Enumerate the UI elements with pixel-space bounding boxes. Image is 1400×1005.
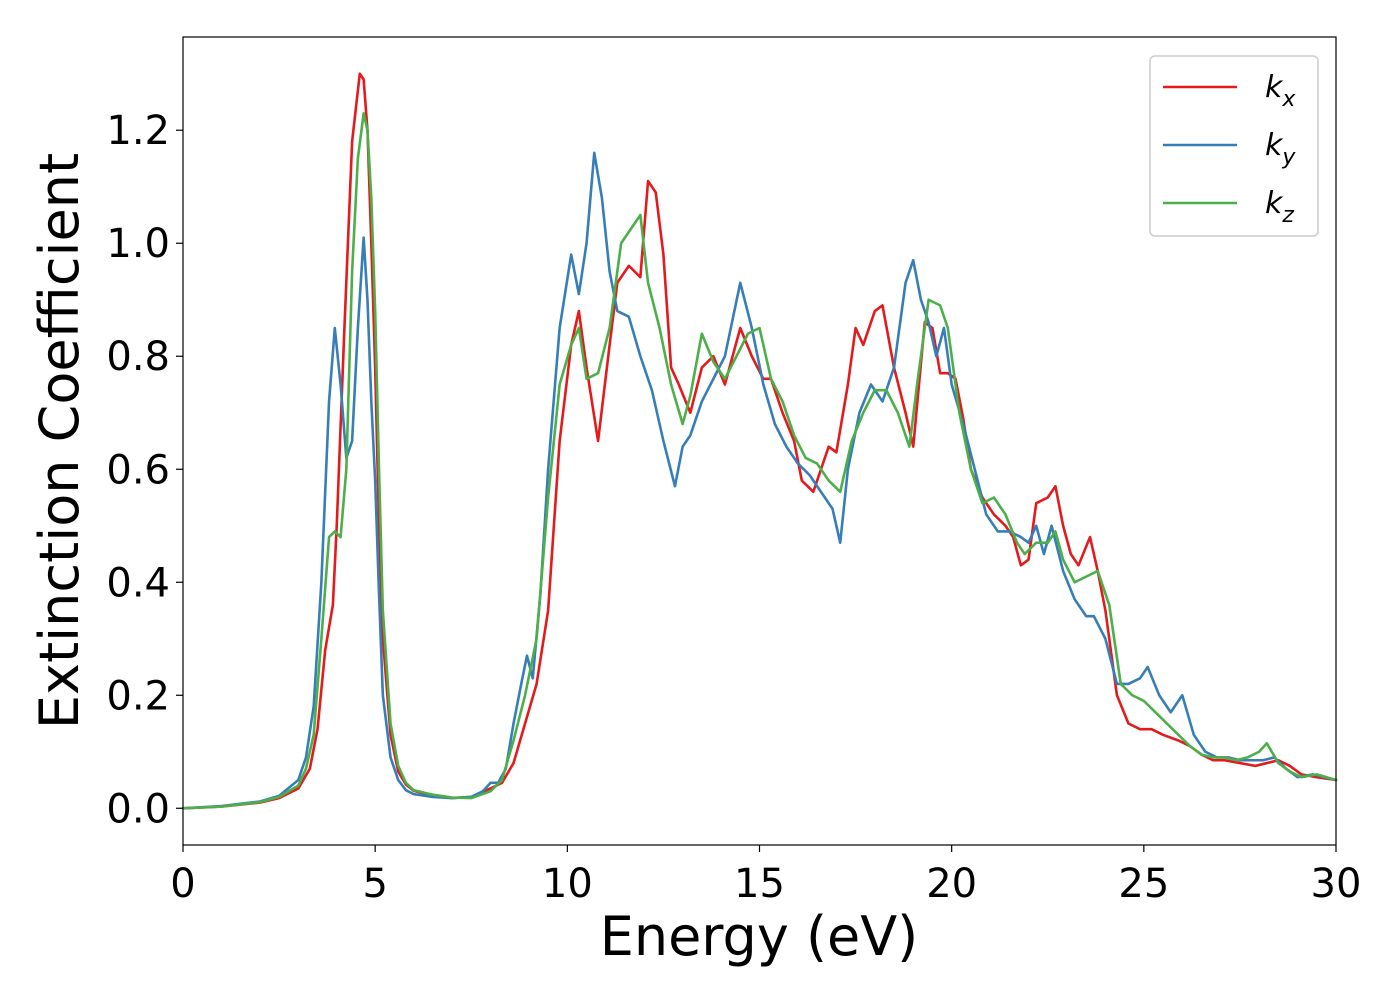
x-tick-label: 0 (170, 861, 195, 907)
x-tick-label: 5 (362, 861, 387, 907)
y-tick-label: 0.6 (106, 447, 170, 493)
y-axis-ticks: 0.0 0.2 0.4 0.6 0.8 1.0 1.2 (106, 108, 183, 832)
y-tick-label: 0.4 (106, 560, 170, 606)
x-tick-label: 10 (542, 861, 593, 907)
x-tick-label: 15 (734, 861, 785, 907)
y-tick-label: 1.0 (106, 221, 170, 267)
y-axis-title: Extinction Coefficient (28, 153, 91, 729)
series-layer (181, 72, 1338, 810)
y-tick-label: 1.2 (106, 108, 170, 154)
x-axis-ticks: 0 5 10 15 20 25 30 (170, 845, 1361, 907)
series-line-x (181, 72, 1338, 810)
y-tick-label: 0.2 (106, 673, 170, 719)
series-line-y (181, 151, 1338, 810)
series-line-z (181, 111, 1338, 810)
x-tick-label: 30 (1311, 861, 1362, 907)
x-tick-label: 25 (1118, 861, 1169, 907)
y-tick-label: 0.0 (106, 786, 170, 832)
x-axis-title: Energy (eV) (600, 905, 919, 968)
y-tick-label: 0.8 (106, 334, 170, 380)
x-tick-label: 20 (926, 861, 977, 907)
